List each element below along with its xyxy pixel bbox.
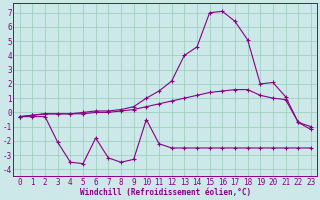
X-axis label: Windchill (Refroidissement éolien,°C): Windchill (Refroidissement éolien,°C) [80,188,251,197]
